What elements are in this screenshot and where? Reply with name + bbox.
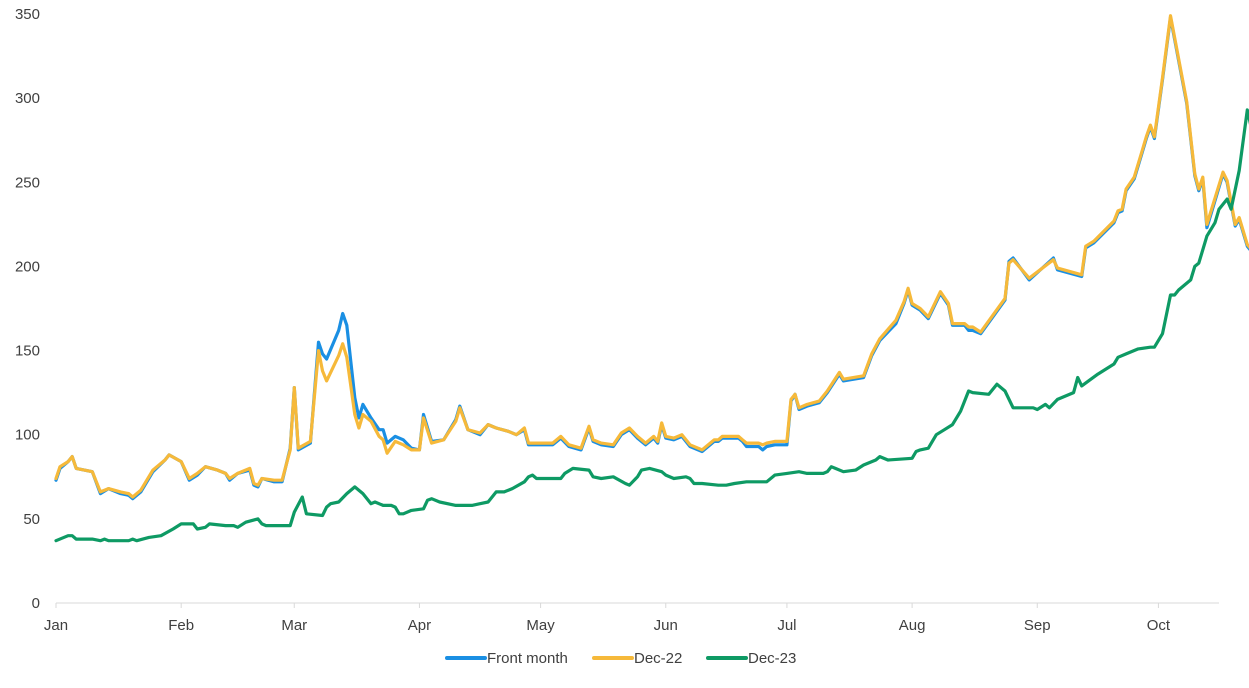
x-tick-label: Apr	[408, 617, 431, 634]
y-tick-label: 100	[15, 427, 40, 444]
x-axis: Jan Feb Mar Apr May Jun Jul Aug Sep Oct	[44, 602, 1219, 634]
legend-item-dec-22: Dec-22	[592, 650, 682, 667]
series-layer	[54, 14, 1249, 543]
x-tick-label: Feb	[168, 617, 194, 634]
x-tick-label: May	[526, 617, 555, 634]
series-line-front-month	[54, 15, 1249, 501]
x-tick-label: Mar	[281, 617, 307, 634]
legend-label: Dec-23	[748, 650, 796, 667]
legend-label: Front month	[487, 650, 568, 667]
series-line-dec-22	[54, 14, 1249, 499]
y-tick-label: 250	[15, 174, 40, 191]
series-line-dec-23	[54, 108, 1249, 543]
y-tick-label: 50	[23, 511, 40, 528]
y-tick-label: 0	[32, 595, 40, 612]
y-tick-label: 200	[15, 258, 40, 275]
legend-label: Dec-22	[634, 650, 682, 667]
legend: Front month Dec-22 Dec-23	[445, 650, 796, 667]
y-axis: 0 50 100 150 200 250 300 350	[15, 6, 40, 612]
x-tick-label: Oct	[1147, 617, 1171, 634]
x-tick-label: Jul	[777, 617, 796, 634]
legend-item-front-month: Front month	[445, 650, 568, 667]
x-tick-label: Sep	[1024, 617, 1051, 634]
y-tick-label: 300	[15, 90, 40, 107]
x-tick-label: Jun	[654, 617, 678, 634]
x-tick-label: Aug	[899, 617, 926, 634]
x-tick-label: Jan	[44, 617, 68, 634]
y-tick-label: 150	[15, 343, 40, 360]
y-tick-label: 350	[15, 6, 40, 23]
legend-item-dec-23: Dec-23	[706, 650, 796, 667]
